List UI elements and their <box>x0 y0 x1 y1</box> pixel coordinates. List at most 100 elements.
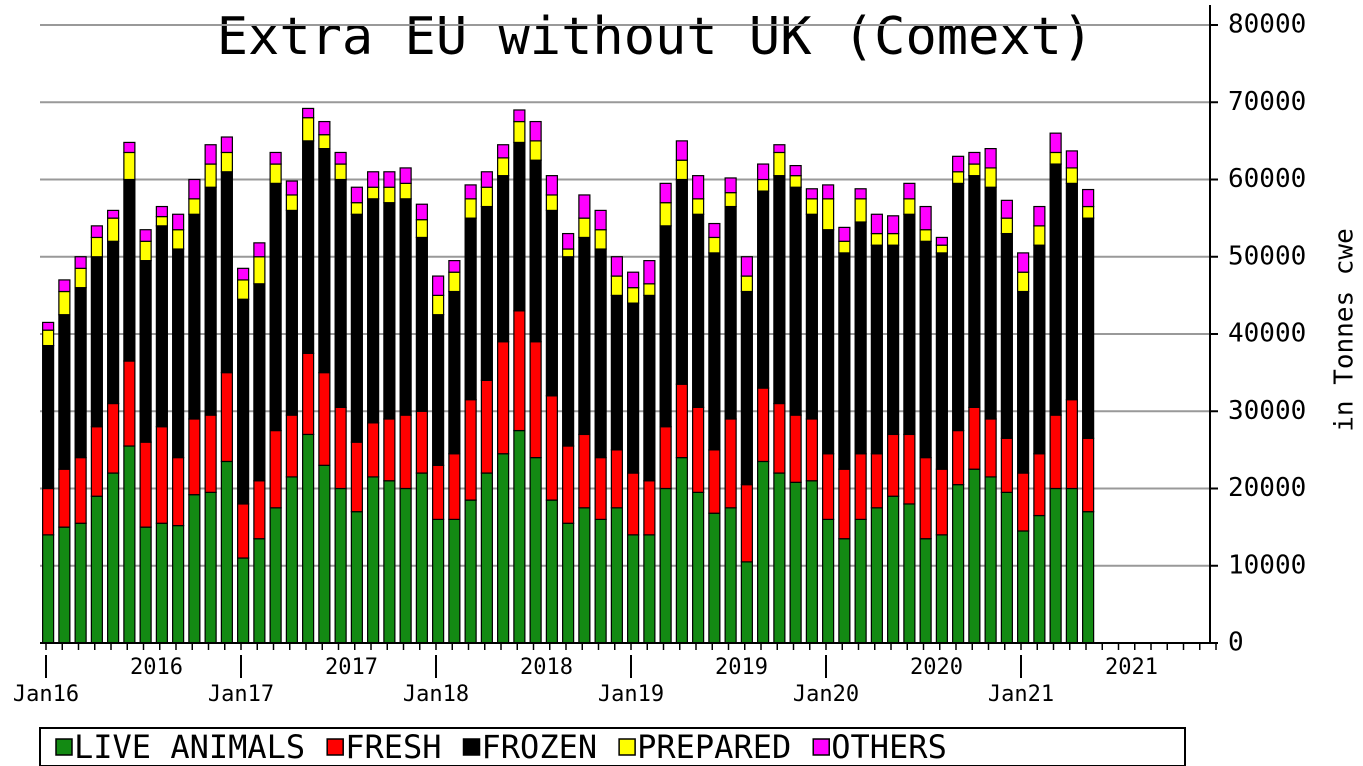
bar-segment <box>253 538 266 644</box>
bar-segment <box>480 171 493 188</box>
bar-segment <box>692 406 705 493</box>
bar-segment <box>562 445 575 524</box>
bar-segment <box>432 518 445 644</box>
bar-segment <box>285 194 298 211</box>
bar-segment <box>480 205 493 381</box>
bar-segment <box>740 290 753 486</box>
bar-segment <box>415 236 428 412</box>
bar-segment <box>1065 399 1078 490</box>
year-label: 2016 <box>130 655 183 680</box>
bar-segment <box>432 314 445 466</box>
bar-segment <box>984 186 997 420</box>
bar-segment <box>675 383 688 459</box>
bar-segment <box>269 182 282 432</box>
bar-segment <box>952 171 965 184</box>
bar-segment <box>529 457 542 644</box>
bar-segment <box>773 151 786 177</box>
bar-segment <box>968 151 981 165</box>
bar-segment <box>383 186 396 204</box>
bar-segment <box>204 491 217 644</box>
bar-segment <box>1049 132 1062 154</box>
bar-segment <box>513 141 526 312</box>
bar-segment <box>854 198 867 223</box>
bar-segment <box>692 491 705 644</box>
bar-segment <box>984 476 997 644</box>
bar-segment <box>464 217 477 401</box>
bar-segment <box>448 271 461 293</box>
bar-segment <box>659 225 672 428</box>
bar-segment <box>545 194 558 211</box>
bar-segment <box>448 290 461 455</box>
bar-segment <box>318 148 331 374</box>
bar-segment <box>220 171 233 374</box>
bar-segment <box>805 213 818 420</box>
bar-segment <box>1065 182 1078 401</box>
bar-segment <box>805 198 818 215</box>
bar-segment <box>464 499 477 644</box>
legend-swatch <box>55 738 73 756</box>
bar-segment <box>58 314 71 470</box>
bar-segment <box>578 433 591 509</box>
y-tick-label: 10000 <box>1228 550 1306 580</box>
bar-segment <box>610 449 623 509</box>
bar-segment <box>1065 487 1078 644</box>
bar-segment <box>269 163 282 184</box>
bar-segment <box>188 178 201 200</box>
bar-segment <box>903 503 916 644</box>
bar-segment <box>789 481 802 644</box>
bar-segment <box>90 426 103 497</box>
bar-segment <box>383 171 396 188</box>
bar-segment <box>74 457 87 524</box>
bar-segment <box>139 229 152 242</box>
bar-segment <box>123 151 136 181</box>
bar-segment <box>610 275 623 296</box>
x-tick-label: Jan20 <box>793 682 859 707</box>
bar-segment <box>984 418 997 478</box>
bar-segment <box>757 387 770 463</box>
bar-segment <box>562 232 575 250</box>
bar-segment <box>497 453 510 644</box>
bar-segment <box>155 225 168 428</box>
bar-segment <box>578 236 591 436</box>
bar-segment <box>1082 437 1095 513</box>
x-tick-label: Jan16 <box>13 682 79 707</box>
bar-segment <box>708 512 721 644</box>
legend-swatch <box>812 738 830 756</box>
y-tick-label: 70000 <box>1228 87 1306 117</box>
bar-segment <box>367 198 380 424</box>
year-label: 2019 <box>715 655 768 680</box>
bar-segment <box>708 236 721 254</box>
bar-segment <box>139 240 152 262</box>
bar-segment <box>90 256 103 428</box>
bar-segment <box>464 399 477 501</box>
bar-segment <box>448 518 461 644</box>
bar-segment <box>1033 205 1046 227</box>
bar-segment <box>627 271 640 289</box>
bar-segment <box>822 518 835 644</box>
bar-segment <box>123 445 136 644</box>
bar-segment <box>822 453 835 520</box>
bar-segment <box>870 507 883 644</box>
bar-segment <box>740 275 753 293</box>
bar-segment <box>448 260 461 273</box>
bar-segment <box>172 213 185 231</box>
bar-segment <box>58 526 71 644</box>
bar-segment <box>334 163 347 181</box>
bar-segment <box>838 226 851 242</box>
bar-segment <box>740 561 753 644</box>
bar-segment <box>870 213 883 235</box>
bar-segment <box>1017 290 1030 474</box>
bar-segment <box>643 534 656 644</box>
bar-segment <box>253 242 266 258</box>
bar-segment <box>302 433 315 644</box>
bar-segment <box>887 232 900 246</box>
bar-segment <box>773 402 786 474</box>
bar-segment <box>627 302 640 474</box>
bar-segment <box>90 225 103 239</box>
bar-segment <box>757 178 770 192</box>
x-tick-label: Jan19 <box>598 682 664 707</box>
bar-segment <box>724 507 737 644</box>
bar-segment <box>692 198 705 215</box>
bar-segment <box>838 240 851 254</box>
bar-segment <box>805 418 818 482</box>
